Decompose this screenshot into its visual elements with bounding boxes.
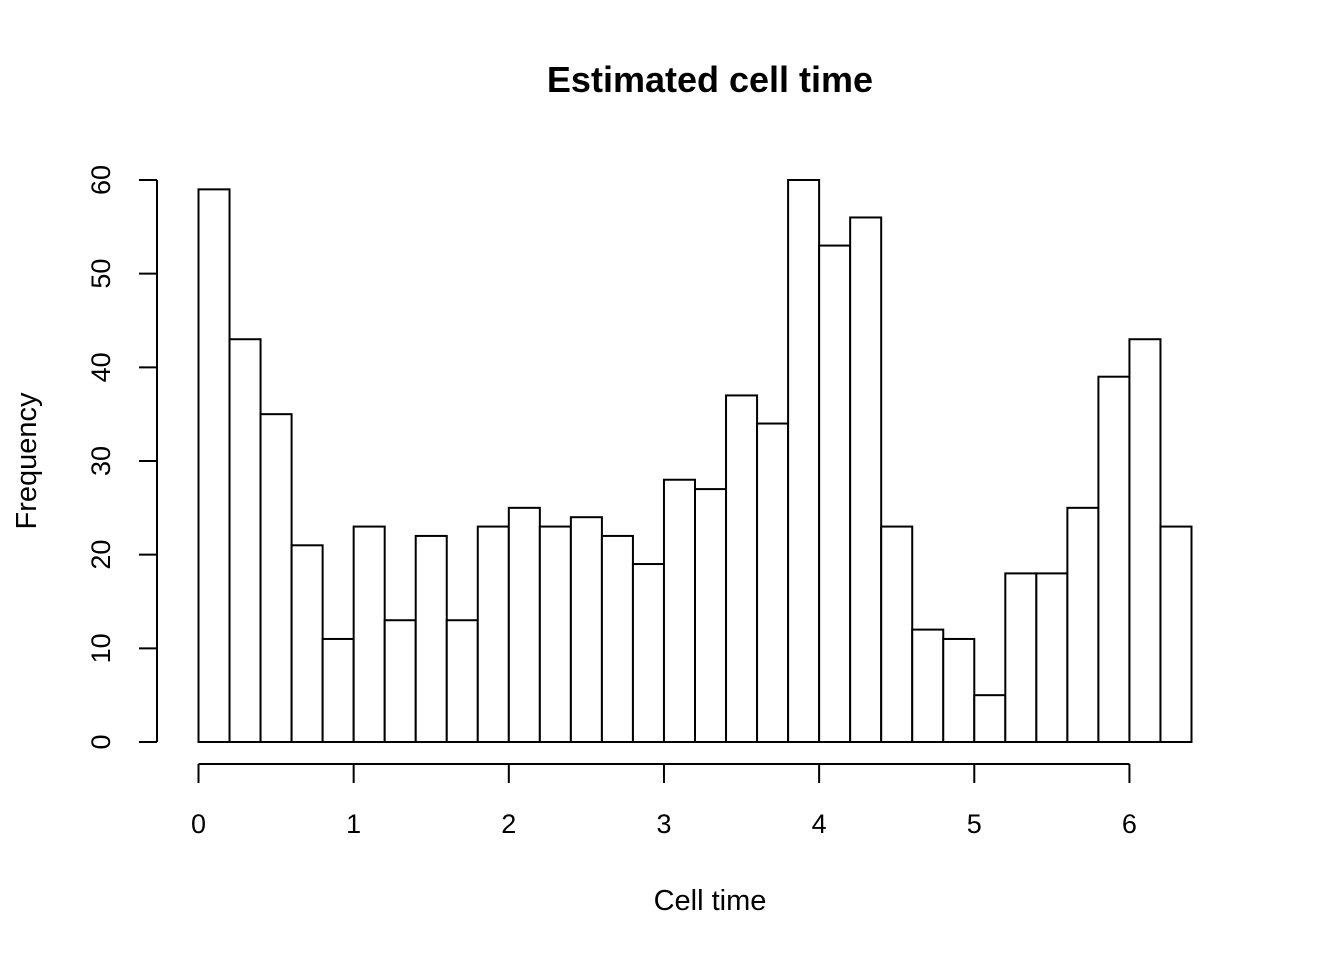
- x-tick-label: 0: [191, 809, 206, 839]
- histogram-bar: [352, 525, 386, 743]
- histogram-bar: [880, 525, 914, 743]
- x-tick-label: 6: [1122, 809, 1137, 839]
- y-axis-label: Frequency: [11, 392, 43, 530]
- y-tick-label: 50: [86, 259, 116, 289]
- x-axis: 0 1 2 3 4 5 6: [191, 763, 1137, 839]
- histogram-bar: [756, 422, 790, 743]
- chart-title: Estimated cell time: [547, 59, 873, 100]
- histogram-bar: [1004, 572, 1038, 744]
- histogram-bar: [1097, 375, 1131, 743]
- y-tick-label: 0: [86, 734, 116, 749]
- histogram-bar: [1035, 572, 1069, 744]
- histogram-bar: [694, 488, 728, 743]
- histogram-bar: [538, 525, 572, 743]
- histogram-bar: [787, 179, 821, 743]
- x-axis-label: Cell time: [654, 885, 767, 917]
- histogram-bar: [1066, 506, 1100, 744]
- histogram-bar: [631, 563, 665, 743]
- histogram-bar: [911, 628, 945, 743]
- x-tick-label: 5: [967, 809, 982, 839]
- y-tick-label: 40: [86, 352, 116, 382]
- histogram-bar: [259, 413, 293, 743]
- histogram-bar: [600, 534, 634, 744]
- x-tick-label: 1: [346, 809, 361, 839]
- bars-group: [197, 179, 1193, 744]
- histogram-bar: [445, 619, 479, 744]
- histogram-bar: [228, 338, 262, 743]
- x-tick-label: 4: [812, 809, 827, 839]
- histogram-bar: [290, 544, 324, 743]
- histogram-bar: [1159, 525, 1193, 743]
- x-tick-label: 2: [501, 809, 516, 839]
- histogram-bar: [849, 216, 883, 743]
- histogram-bar: [973, 694, 1007, 744]
- histogram-bar: [414, 534, 448, 744]
- histogram-bar: [507, 506, 541, 744]
- histogram-bar: [662, 478, 696, 743]
- y-tick-label: 60: [86, 165, 116, 195]
- histogram-bar: [197, 188, 231, 744]
- histogram-bar: [321, 637, 355, 744]
- histogram-bar: [383, 619, 417, 744]
- x-tick-label: 3: [656, 809, 671, 839]
- y-tick-label: 20: [86, 540, 116, 570]
- histogram-bar: [476, 525, 510, 743]
- histogram-bar: [942, 637, 976, 744]
- histogram-bar: [1128, 338, 1162, 743]
- y-tick-label: 10: [86, 633, 116, 663]
- histogram-bar: [818, 244, 852, 743]
- y-axis: 0 10 20 30 40 50 60: [86, 165, 158, 750]
- y-tick-label: 30: [86, 446, 116, 476]
- histogram-bar: [725, 394, 759, 743]
- histogram-bar: [569, 516, 603, 744]
